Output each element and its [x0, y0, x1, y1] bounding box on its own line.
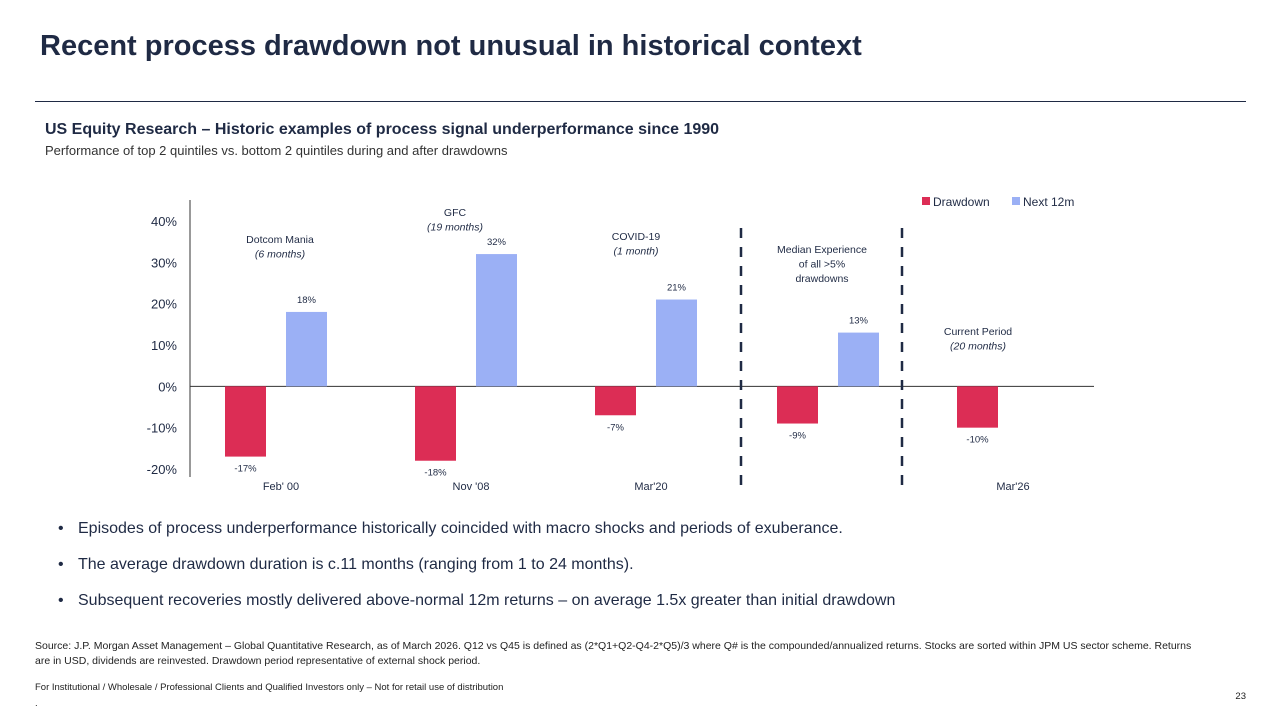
bullet-item: The average drawdown duration is c.11 mo…: [58, 552, 895, 588]
event-duration-annotation: (6 months): [255, 249, 305, 261]
y-tick-label: 20%: [151, 297, 177, 312]
chart-subtitle: Performance of top 2 quintiles vs. botto…: [45, 143, 508, 158]
next12m-bar: [656, 299, 697, 387]
legend-swatch: [1012, 197, 1020, 205]
event-duration-annotation: (20 months): [950, 341, 1006, 353]
drawdown-value-label: -9%: [789, 431, 806, 442]
event-duration-annotation: (1 month): [614, 246, 659, 258]
next12m-value-label: 21%: [667, 283, 687, 294]
source-note: Source: J.P. Morgan Asset Management – G…: [35, 640, 1192, 667]
drawdown-value-label: -17%: [234, 464, 257, 475]
drawdown-bar: [595, 386, 636, 416]
category-label: Nov '08: [453, 481, 490, 493]
disclaimer: For Institutional / Wholesale / Professi…: [35, 682, 504, 693]
y-tick-label: -10%: [147, 421, 178, 436]
drawdown-bar: [415, 386, 456, 461]
next12m-bar: [838, 332, 879, 387]
chart-title: US Equity Research – Historic examples o…: [45, 121, 720, 138]
next12m-value-label: 18%: [297, 295, 317, 306]
legend-label: Next 12m: [1023, 195, 1074, 209]
y-tick-label: -20%: [147, 462, 178, 477]
event-annotation: of all >5%: [799, 259, 845, 271]
y-tick-label: 0%: [158, 379, 177, 394]
page-title: Recent process drawdown not unusual in h…: [40, 30, 862, 62]
drawdown-value-label: -7%: [607, 422, 624, 433]
drawdown-value-label: -10%: [966, 435, 989, 446]
legend-label: Drawdown: [933, 195, 990, 209]
title-divider: [35, 101, 1246, 102]
y-tick-label: 40%: [151, 214, 177, 229]
drawdown-value-label: -18%: [424, 468, 447, 479]
drawdown-bar: [777, 386, 818, 424]
category-label: Feb' 00: [263, 481, 299, 493]
event-annotation: Current Period: [944, 326, 1012, 338]
next12m-bar: [286, 311, 327, 387]
category-label: Mar'26: [996, 481, 1029, 493]
drawdown-bar: [225, 386, 266, 457]
bullet-item: Episodes of process underperformance his…: [58, 516, 895, 552]
next12m-value-label: 13%: [849, 316, 869, 327]
event-annotation: drawdowns: [795, 273, 848, 285]
category-label: Mar'20: [634, 481, 667, 493]
event-annotation: GFC: [444, 207, 467, 219]
next12m-value-label: 32%: [487, 237, 507, 248]
y-tick-label: 30%: [151, 255, 177, 270]
event-duration-annotation: (19 months): [427, 222, 483, 234]
bullet-list: Episodes of process underperformance his…: [58, 516, 895, 624]
next12m-bar: [476, 254, 517, 387]
bar-chart: 40% 30% 20% 10% 0% -10% -20% -17% 18% Feb' 00 -18%…: [147, 195, 1094, 493]
legend-swatch: [922, 197, 930, 205]
event-annotation: Dotcom Mania: [246, 234, 314, 246]
event-annotation: COVID-19: [612, 231, 661, 243]
bullet-item: Subsequent recoveries mostly delivered a…: [58, 588, 895, 624]
footer-dot: .: [35, 698, 38, 709]
drawdown-bar: [957, 386, 998, 428]
page-number: 23: [1235, 691, 1246, 702]
y-tick-label: 10%: [151, 338, 177, 353]
event-annotation: Median Experience: [777, 244, 867, 256]
